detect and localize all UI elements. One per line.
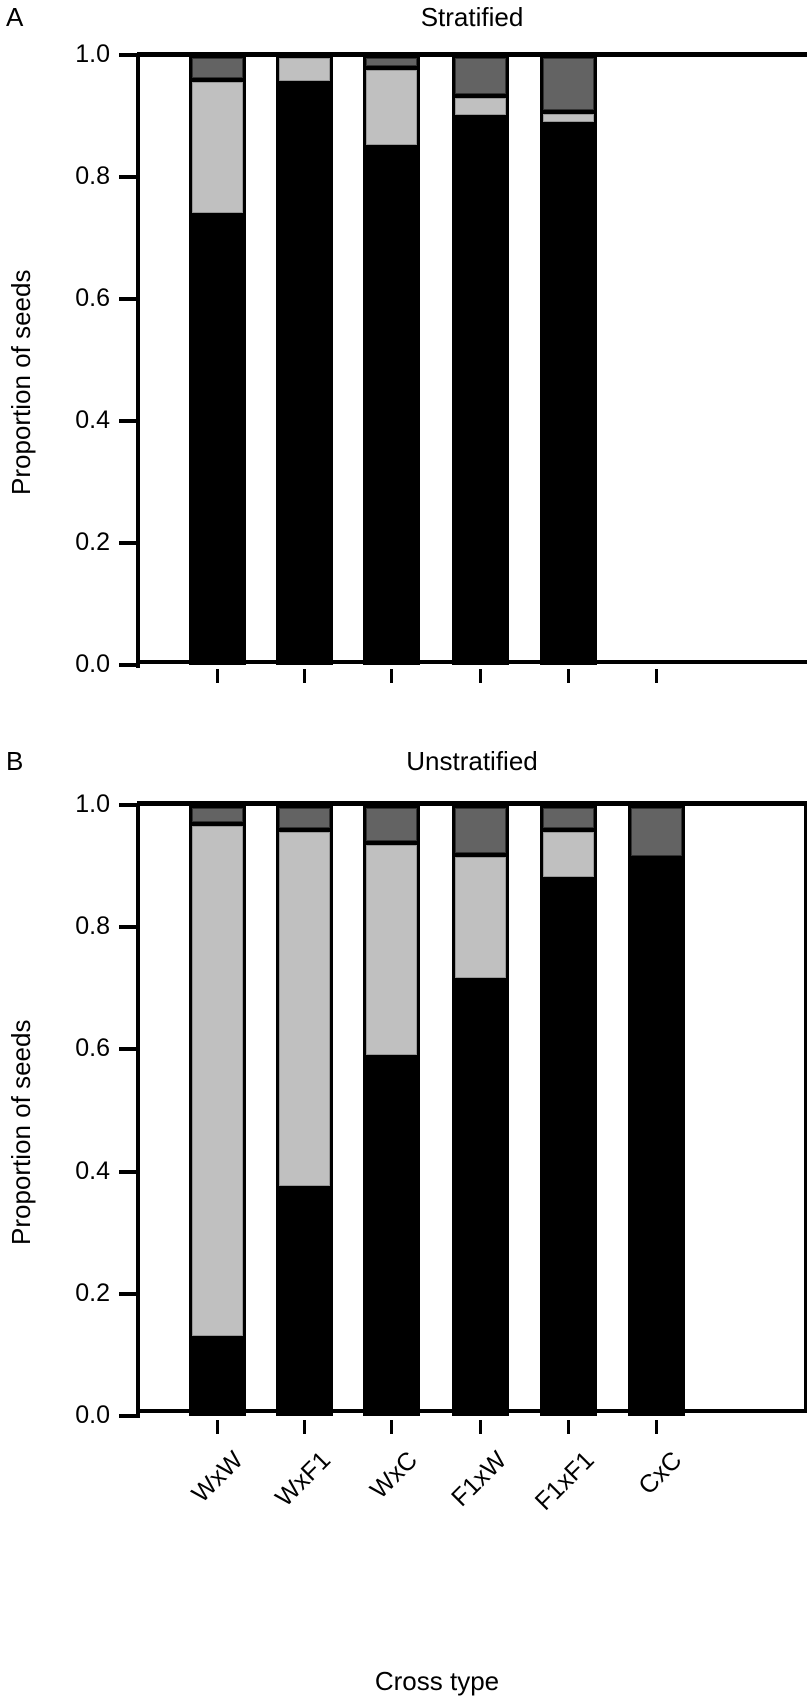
bar-segment-light bbox=[543, 114, 594, 123]
x-tick-b bbox=[303, 1420, 306, 1434]
y-tick-a bbox=[119, 53, 138, 57]
y-tick-b bbox=[119, 1169, 138, 1174]
bar-segment-light bbox=[279, 58, 330, 82]
y-axis-a bbox=[136, 56, 140, 668]
bar-segment-light bbox=[455, 856, 506, 979]
x-tick-b bbox=[655, 1420, 658, 1434]
y-tick-label-b: 0.6 bbox=[75, 1034, 110, 1063]
y-tick-a bbox=[119, 663, 138, 667]
x-tick-label: CxC bbox=[633, 1446, 688, 1501]
bar-segment-light bbox=[279, 832, 330, 1186]
bar-segment-light bbox=[366, 70, 417, 146]
bar-WxC bbox=[363, 55, 420, 665]
bar-segment-light bbox=[455, 97, 506, 115]
bar-segment-dark bbox=[366, 808, 417, 841]
y-tick-label-a: 1.0 bbox=[75, 40, 110, 68]
panel-title-a: Stratified bbox=[420, 2, 524, 32]
bar-segment-light bbox=[366, 844, 417, 1055]
x-tick-label: F1xW bbox=[445, 1446, 512, 1512]
y-tick-label-a: 0.8 bbox=[75, 162, 110, 190]
y-tick-b bbox=[119, 1291, 138, 1296]
x-tick-b bbox=[567, 1420, 570, 1434]
y-tick-b bbox=[119, 1414, 138, 1418]
bar-WxW bbox=[189, 805, 246, 1416]
bar-F1xF1 bbox=[540, 805, 597, 1416]
y-tick-label-a: 0.4 bbox=[75, 406, 110, 434]
x-tick-b bbox=[390, 1420, 393, 1434]
y-tick-a bbox=[119, 541, 138, 545]
bar-segment-dark bbox=[192, 58, 243, 79]
bar-segment-dark bbox=[279, 808, 330, 829]
bar-segment-light bbox=[192, 826, 243, 1336]
y-tick-a bbox=[119, 419, 138, 423]
y-tick-label-a: 0.0 bbox=[75, 650, 110, 678]
x-axis-label: Cross type bbox=[374, 1666, 500, 1696]
bar-segment-dark bbox=[543, 58, 594, 111]
y-axis-b bbox=[136, 806, 140, 1418]
y-tick-label-b: 0.2 bbox=[75, 1278, 110, 1307]
y-tick-b bbox=[119, 1047, 138, 1052]
bar-segment-dark bbox=[455, 58, 506, 94]
x-tick-b bbox=[479, 1420, 482, 1434]
bar-WxF1 bbox=[276, 805, 333, 1416]
bar-F1xW bbox=[452, 805, 509, 1416]
x-tick-label: WxF1 bbox=[269, 1446, 336, 1512]
panel-letter-b: B bbox=[6, 746, 24, 776]
y-tick-b bbox=[119, 925, 138, 930]
bar-segment-light bbox=[543, 832, 594, 878]
bar-WxC bbox=[363, 805, 420, 1416]
bar-F1xF1 bbox=[540, 55, 597, 665]
x-tick-b bbox=[216, 1420, 219, 1434]
y-tick-b bbox=[119, 803, 138, 807]
panel-title-b: Unstratified bbox=[406, 746, 538, 776]
bar-CxC bbox=[628, 805, 685, 1416]
y-tick-label-b: 1.0 bbox=[75, 790, 110, 818]
y-tick-label-b: 0.0 bbox=[75, 1401, 110, 1429]
x-tick-label: F1xF1 bbox=[529, 1446, 600, 1516]
x-tick-a bbox=[479, 669, 482, 683]
bar-segment-dark bbox=[366, 58, 417, 67]
bar-segment-dark bbox=[455, 808, 506, 853]
panel-a: A Stratified Proportion of seeds 0.0 0.2 0… bbox=[0, 0, 809, 740]
x-tick-label: WxC bbox=[364, 1446, 423, 1505]
bar-WxF1 bbox=[276, 55, 333, 665]
y-tick-label-a: 0.6 bbox=[75, 284, 110, 312]
x-tick-a bbox=[567, 669, 570, 683]
y-tick-label-b: 0.4 bbox=[75, 1156, 110, 1185]
bar-segment-dark bbox=[543, 808, 594, 829]
y-tick-label-a: 0.2 bbox=[75, 528, 110, 556]
bar-segment-light bbox=[192, 82, 243, 213]
bar-segment-dark bbox=[192, 808, 243, 823]
y-tick-a bbox=[119, 297, 138, 301]
x-tick-a bbox=[303, 669, 306, 683]
bar-segment-dark bbox=[631, 808, 682, 856]
x-tick-a bbox=[390, 669, 393, 683]
y-tick-a bbox=[119, 175, 138, 179]
x-tick-a bbox=[216, 669, 219, 683]
panel-letter-a: A bbox=[6, 2, 24, 32]
y-tick-label-b: 0.8 bbox=[75, 912, 110, 941]
bar-WxW bbox=[189, 55, 246, 665]
bar-F1xW bbox=[452, 55, 509, 665]
x-tick-a bbox=[655, 669, 658, 683]
x-tick-label: WxW bbox=[186, 1446, 249, 1509]
